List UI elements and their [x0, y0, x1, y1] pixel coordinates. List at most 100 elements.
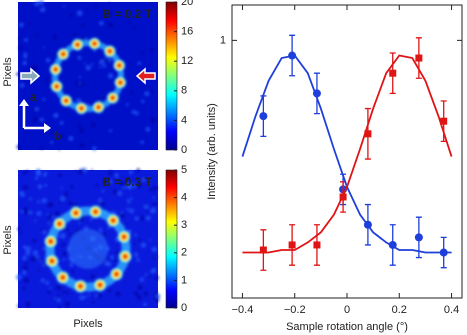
- noise: [134, 216, 139, 221]
- noise: [145, 215, 151, 221]
- noise: [100, 201, 106, 207]
- noise: [47, 221, 51, 225]
- noise: [138, 238, 142, 242]
- noise: [106, 261, 112, 267]
- noise: [85, 64, 92, 71]
- noise: [97, 197, 103, 203]
- spot: [50, 79, 64, 93]
- noise: [43, 45, 46, 49]
- marker: [415, 54, 423, 62]
- spot: [68, 205, 83, 220]
- y-axis-label: Intensity (arb. units): [206, 103, 218, 200]
- noise: [124, 223, 127, 226]
- noise: [107, 73, 114, 79]
- noise: [150, 90, 155, 94]
- noise: [145, 126, 151, 132]
- noise: [95, 183, 99, 187]
- noise: [34, 176, 39, 181]
- spot: [106, 213, 121, 228]
- noise: [149, 48, 154, 52]
- noise: [15, 274, 22, 281]
- noise: [34, 106, 39, 112]
- colorbar-tick-label: 0: [181, 302, 187, 314]
- noise: [84, 295, 87, 299]
- noise: [125, 200, 129, 204]
- noise: [127, 262, 131, 267]
- spot: [93, 278, 108, 293]
- noise: [49, 130, 54, 135]
- noise: [94, 293, 98, 297]
- noise: [135, 182, 142, 189]
- colorbar-tick-label: 4: [181, 192, 187, 204]
- noise: [93, 3, 98, 8]
- noise: [58, 134, 63, 139]
- noise: [53, 297, 57, 300]
- colorbar: [165, 1, 178, 151]
- noise: [53, 112, 59, 119]
- noise: [115, 291, 121, 297]
- spot: [55, 270, 70, 285]
- noise: [68, 136, 74, 142]
- noise: [152, 202, 157, 207]
- noise: [155, 293, 161, 299]
- noise: [30, 255, 37, 262]
- x-tick-label: −0.2: [284, 304, 306, 316]
- noise: [132, 26, 136, 31]
- noise: [118, 48, 121, 51]
- noise: [23, 277, 30, 284]
- spot: [117, 229, 132, 244]
- spot: [118, 249, 133, 264]
- noise: [98, 97, 103, 102]
- noise: [154, 275, 160, 281]
- noise: [90, 122, 96, 128]
- noise: [36, 255, 40, 259]
- colorbar-tick-label: 0: [181, 144, 187, 156]
- noise: [152, 254, 158, 260]
- noise: [125, 177, 131, 182]
- arrowheads: [19, 99, 51, 133]
- colorbar-tick-label: 16: [181, 26, 193, 38]
- noise: [141, 177, 146, 182]
- noise: [89, 217, 93, 221]
- spot: [109, 267, 124, 282]
- noise: [54, 211, 60, 216]
- noise: [74, 170, 77, 173]
- fit-line: [241, 54, 452, 254]
- noise: [107, 170, 113, 176]
- noise: [143, 204, 149, 210]
- noise: [90, 274, 96, 279]
- panel-title: B = 0.3 T: [102, 175, 152, 189]
- noise: [61, 290, 65, 294]
- noise: [136, 258, 140, 262]
- noise: [64, 301, 71, 307]
- noise: [37, 268, 41, 272]
- colorbar-tick-label: 2: [181, 247, 187, 259]
- noise: [18, 45, 23, 51]
- noise: [79, 82, 82, 85]
- noise: [36, 210, 42, 217]
- noise: [117, 191, 123, 196]
- noise: [94, 84, 98, 88]
- spot: [44, 254, 59, 269]
- noise: [149, 187, 153, 192]
- noise: [127, 184, 133, 190]
- noise: [42, 97, 46, 101]
- heatmap-features: [16, 0, 157, 151]
- noise: [136, 294, 142, 301]
- arrow-label: b: [54, 129, 61, 143]
- noise: [52, 34, 58, 40]
- noise: [56, 298, 62, 303]
- noise: [72, 33, 77, 37]
- noise: [59, 120, 64, 125]
- heatmap-features: [15, 167, 161, 308]
- noise: [107, 289, 111, 293]
- noise: [125, 103, 129, 106]
- x-axis-label: Pixels: [73, 318, 103, 330]
- noise: [45, 57, 51, 63]
- noise: [19, 191, 23, 195]
- colorbar-tick-label: 3: [181, 219, 187, 231]
- noise: [22, 286, 26, 291]
- noise: [90, 63, 94, 66]
- noise: [103, 178, 108, 184]
- noise: [60, 187, 63, 190]
